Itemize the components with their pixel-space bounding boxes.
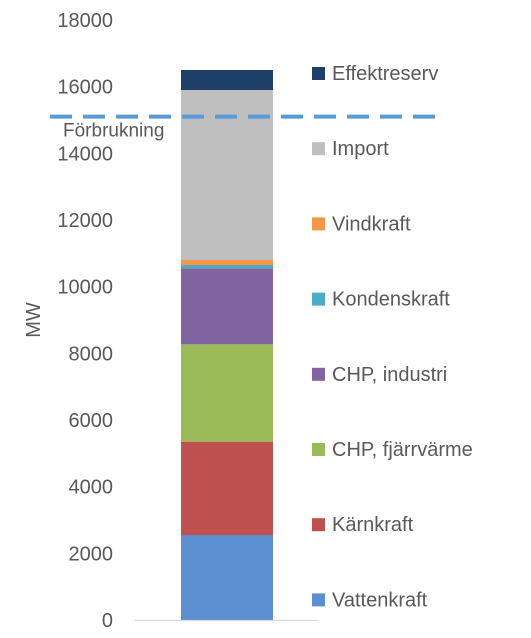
y-tick-label: 0 (102, 610, 113, 632)
bar-segment-3 (181, 268, 273, 345)
legend-label-1: Import (332, 138, 389, 160)
legend-swatch-2 (312, 217, 325, 231)
bar-segment-5 (181, 260, 273, 265)
legend-label-5: CHP, fjärrvärme (332, 439, 473, 461)
legend-swatch-5 (312, 443, 325, 456)
bar-stack (181, 70, 273, 620)
bar-segment-7 (181, 70, 273, 90)
legend-swatch-0 (312, 67, 325, 80)
legend-swatch-6 (312, 518, 325, 532)
y-axis-label: MW (23, 302, 45, 338)
legend-label-7: Vattenkraft (332, 589, 428, 611)
legend-swatch-1 (312, 142, 325, 156)
y-tick-label: 6000 (69, 410, 114, 432)
legend-swatch-3 (312, 292, 325, 306)
consumption-reference-label: Förbrukning (63, 121, 164, 142)
y-tick-label: 12000 (57, 210, 113, 232)
y-tick-label: 16000 (57, 77, 113, 99)
y-tick-label: 14000 (57, 143, 113, 165)
y-tick-label: 8000 (69, 343, 114, 365)
legend-label-2: Vindkraft (332, 213, 411, 235)
legend-label-0: Effektreserv (332, 63, 438, 85)
y-tick-label: 2000 (69, 543, 114, 565)
bar-segment-4 (181, 265, 273, 269)
y-tick-label: 10000 (57, 277, 113, 299)
y-axis: 0 2000 4000 6000 8000 10000 12000 14000 16000 180… (57, 10, 113, 632)
legend-swatch-4 (312, 367, 325, 381)
bar-segment-0 (181, 535, 273, 620)
legend-label-4: CHP, industri (332, 364, 447, 386)
reference-line-group: Förbrukning (50, 114, 436, 142)
legend-label-3: Kondenskraft (332, 289, 450, 311)
bar-segment-2 (181, 344, 273, 442)
legend-label-6: Kärnkraft (332, 514, 414, 536)
y-tick-label: 18000 (57, 10, 113, 32)
legend-swatch-7 (312, 593, 325, 607)
y-tick-label: 4000 (69, 477, 114, 499)
bar-segment-1 (181, 441, 273, 535)
legend: Effektreserv Import Vindkraft Kondenskraft C… (312, 63, 473, 611)
